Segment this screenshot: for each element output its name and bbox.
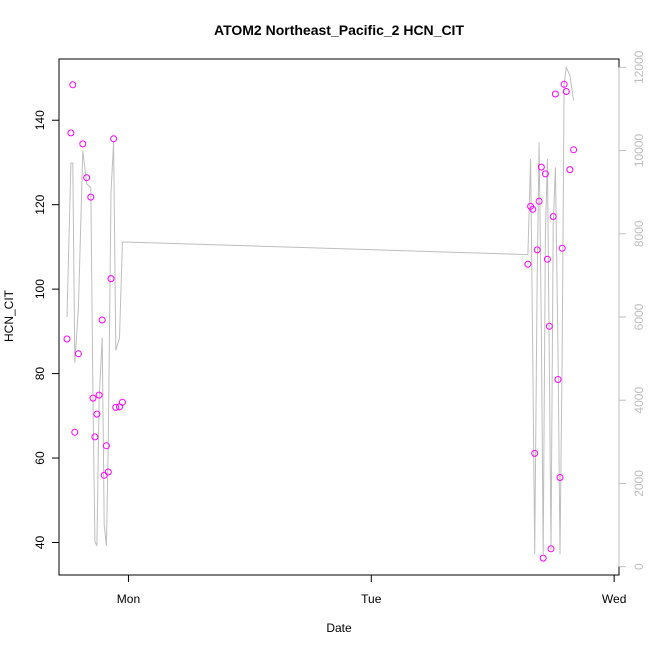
x-axis: Mon Tue Wed (117, 574, 626, 606)
y-axis-right: 0 2000 4000 6000 8000 10000 12000 (618, 50, 646, 570)
data-point (560, 80, 568, 88)
data-point (541, 170, 549, 178)
data-point (524, 260, 532, 268)
data-point (545, 322, 553, 330)
data-point (69, 81, 77, 89)
y-tick-label: 140 (33, 110, 47, 130)
data-line (66, 65, 575, 555)
data-point (554, 376, 562, 383)
data-point (118, 398, 126, 406)
data-point (63, 335, 71, 343)
data-point (531, 449, 539, 457)
y2-tick-label: 0 (632, 563, 646, 570)
data-point (79, 140, 87, 148)
data-point (93, 410, 101, 418)
chart-title: ATOM2 Northeast_Pacific_2 HCN_CIT (214, 22, 464, 38)
data-point (67, 129, 75, 137)
data-point (83, 174, 91, 182)
y2-tick-label: 12000 (632, 50, 646, 84)
y-tick-label: 40 (33, 535, 47, 549)
y-tick-label: 60 (33, 451, 47, 465)
data-point (549, 213, 557, 220)
data-point (112, 403, 120, 411)
data-point (95, 391, 103, 399)
y-tick-label: 100 (33, 279, 47, 299)
data-point (547, 545, 555, 553)
x-tick-label: Mon (117, 592, 140, 606)
y2-tick-label: 6000 (632, 303, 646, 330)
data-point (543, 255, 551, 263)
y2-tick-label: 10000 (632, 134, 646, 168)
data-point (533, 246, 541, 254)
data-point (529, 205, 537, 213)
data-point (102, 442, 110, 450)
data-point (535, 197, 543, 205)
data-point (566, 166, 574, 174)
data-point (539, 554, 547, 562)
data-point (91, 433, 99, 441)
y2-tick-label: 4000 (632, 387, 646, 414)
data-point (537, 163, 545, 171)
data-point (551, 90, 559, 98)
x-axis-label: Date (326, 621, 352, 635)
y2-tick-label: 2000 (632, 470, 646, 497)
y-axis-left: 40 60 80 100 120 140 (33, 110, 60, 549)
data-point (104, 468, 112, 476)
data-point (87, 193, 95, 201)
data-point (107, 275, 115, 283)
data-point (556, 474, 564, 481)
y-tick-label: 120 (33, 194, 47, 214)
data-point (98, 316, 106, 324)
data-point (562, 88, 570, 95)
data-point (110, 135, 118, 143)
data-point (570, 146, 578, 154)
x-tick-label: Wed (602, 592, 626, 606)
y-tick-label: 80 (33, 367, 47, 381)
y2-tick-label: 8000 (632, 220, 646, 247)
data-point (74, 350, 82, 358)
data-point (558, 244, 566, 252)
y-axis-label: HCN_CIT (2, 289, 16, 342)
data-point (71, 428, 79, 436)
data-point (100, 471, 108, 479)
point-series (63, 80, 578, 562)
x-tick-label: Tue (361, 592, 382, 606)
line-series (66, 65, 575, 555)
data-point (89, 394, 97, 402)
